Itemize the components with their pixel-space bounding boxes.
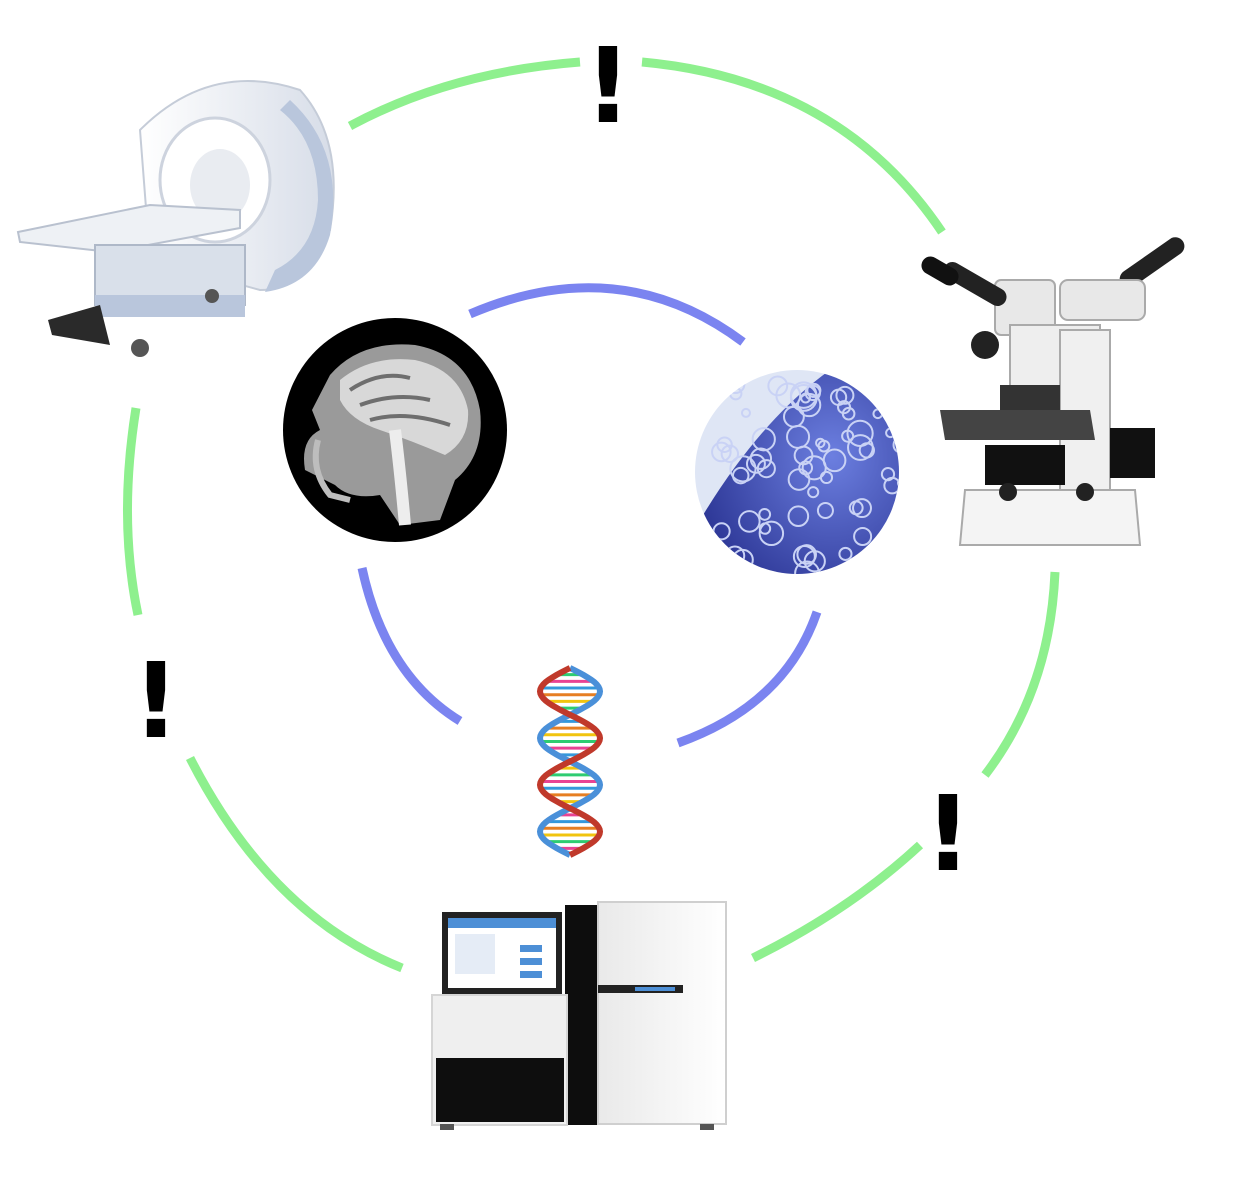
outer-arc-top-left	[347, 57, 581, 130]
tissue-cell	[789, 381, 818, 409]
tissue-cell	[801, 455, 827, 481]
tissue-cell	[758, 507, 772, 521]
tissue-cell	[787, 505, 810, 528]
tissue-cell	[829, 388, 848, 406]
tissue-cell	[716, 436, 733, 453]
microscope-icon	[921, 237, 1185, 546]
tissue-cell	[749, 447, 773, 470]
tissue-cell	[891, 552, 899, 574]
tissue-histology-image	[695, 370, 914, 574]
tissue-cell	[758, 520, 785, 547]
tissue-cell	[729, 455, 757, 483]
tissue-cell	[731, 466, 750, 485]
gap-mark-bottom-right: !	[924, 773, 971, 895]
tissue-cell	[816, 501, 834, 519]
tissue-cell	[787, 468, 811, 491]
tissue-cell	[782, 405, 805, 428]
tissue-cell	[725, 374, 746, 395]
tissue-cell	[745, 453, 766, 474]
tissue-cell	[711, 441, 732, 463]
tissue-cell	[859, 553, 880, 573]
tissue-cell	[796, 544, 817, 565]
tissue-cell	[740, 407, 751, 418]
dna-double-helix-icon	[536, 665, 604, 858]
tissue-cell	[901, 463, 913, 475]
outer-arc-right	[981, 571, 1060, 778]
tissue-cell	[751, 427, 776, 452]
tissue-cell	[892, 436, 899, 454]
tissue-cell	[883, 476, 899, 495]
tissue-cell	[903, 506, 914, 517]
tissue-cell	[835, 385, 855, 405]
tissue-cell	[846, 419, 874, 447]
inner-ring	[357, 283, 822, 748]
gap-mark-top: !	[584, 25, 631, 147]
tissue-cell	[792, 544, 816, 568]
tissue-cell	[807, 486, 820, 499]
tissue-cell	[793, 445, 814, 466]
tissue-cell	[767, 375, 789, 397]
tissue-cell	[727, 558, 743, 573]
inner-arc-right	[676, 610, 822, 748]
tissue-cell	[847, 434, 874, 461]
mri-scanner-icon	[16, 80, 335, 357]
tissue-cell	[896, 477, 899, 489]
tissue-cell	[871, 542, 885, 555]
dna-strand	[536, 665, 604, 858]
tissue-cell	[715, 554, 744, 574]
dna-sequencer-icon	[431, 901, 727, 1130]
tissue-cell	[838, 546, 853, 561]
inner-arc-top	[468, 283, 746, 346]
inner-arc-left	[357, 567, 463, 725]
outer-arc-bottom-left	[185, 755, 404, 973]
tissue-cell	[798, 460, 814, 476]
brain-mri-image	[283, 318, 507, 542]
tissue-cell	[841, 406, 856, 421]
tissue-cell	[738, 510, 761, 533]
tissue-cell	[815, 437, 826, 449]
outer-arc-top-right	[641, 57, 946, 235]
outer-arc-left	[122, 407, 143, 616]
tissue-cell	[852, 498, 872, 519]
tissue-cell	[848, 500, 864, 516]
gap-mark-left: !	[132, 640, 179, 762]
outer-arc-bottom-right	[751, 841, 924, 963]
tissue-cell	[880, 467, 896, 482]
tissue-cell	[895, 494, 899, 520]
tissue-cell	[853, 526, 873, 547]
outer-ring	[122, 57, 1060, 973]
tissue-cell	[720, 444, 740, 464]
